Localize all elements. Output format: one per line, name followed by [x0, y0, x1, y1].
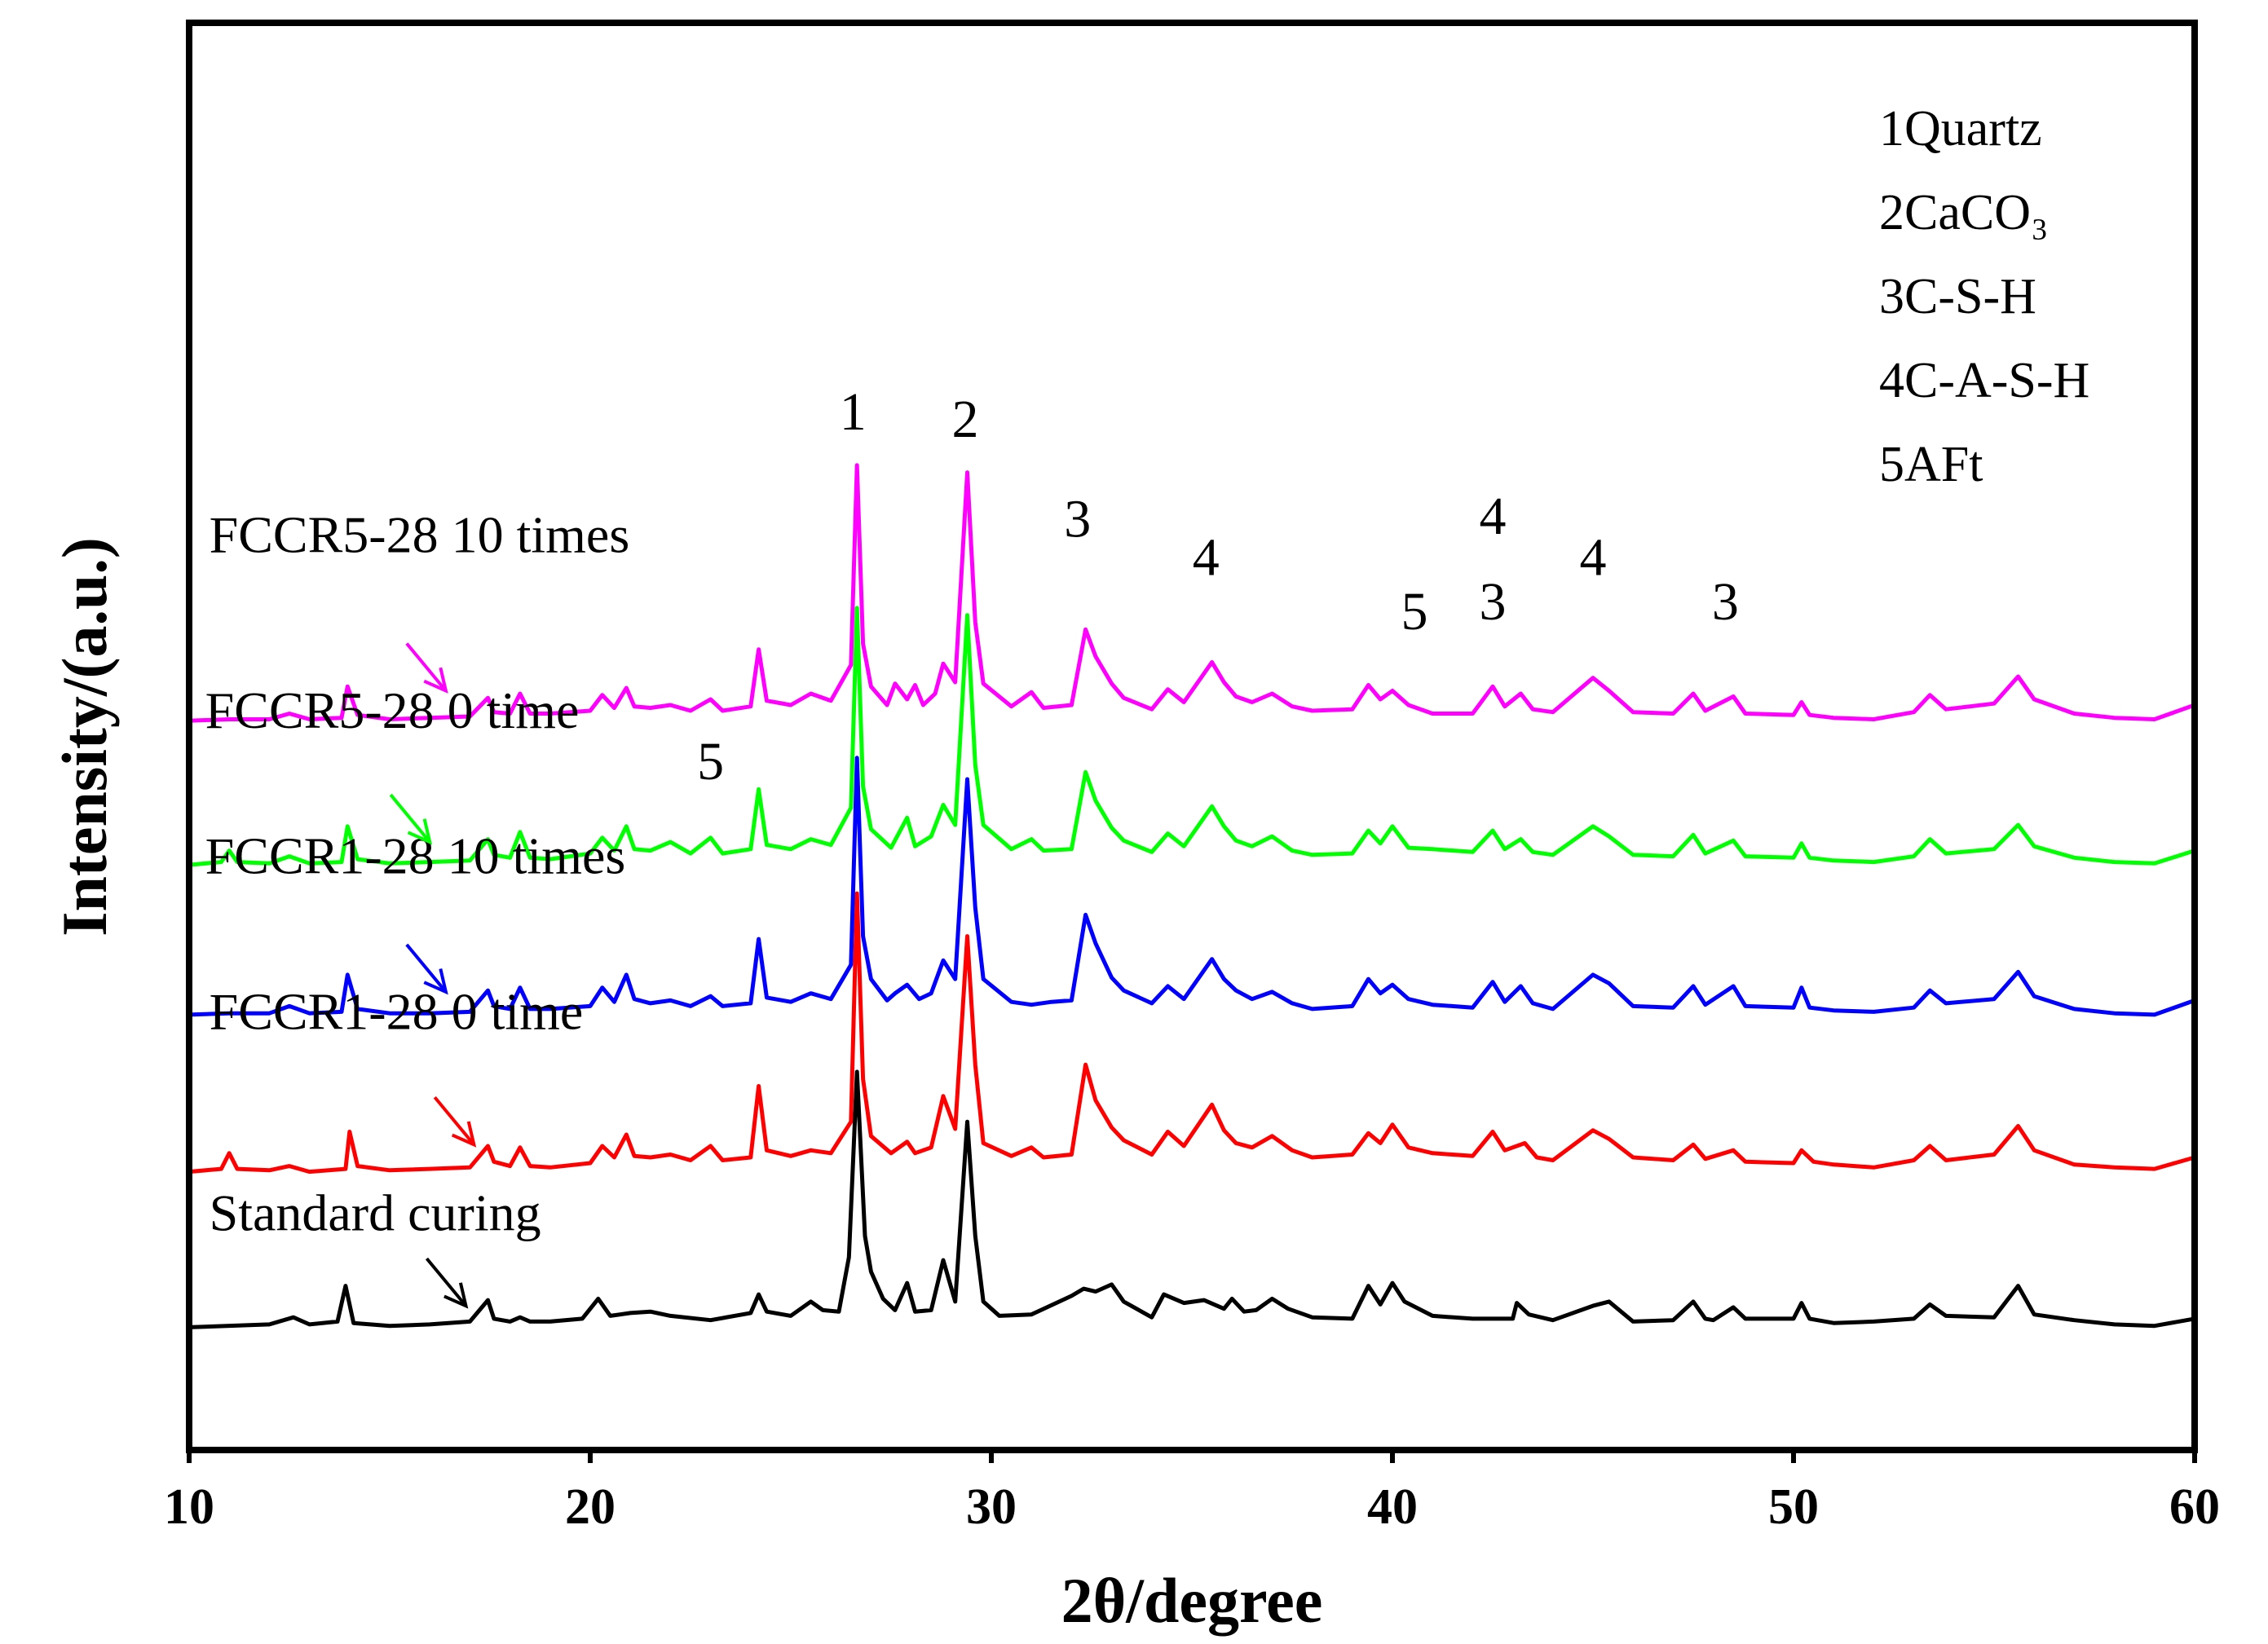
series-arrowhead-fccr5-28-10-times: [423, 667, 448, 694]
legend-item-1: 1Quartz: [1879, 101, 2042, 156]
legend-item-2: 2CaCO₃: [1879, 185, 2049, 240]
peak-label-3: 4: [1193, 528, 1220, 588]
series-arrowhead-fccr5-28-0-time: [407, 818, 433, 845]
series-arrow-fccr5-28-10-times: [405, 642, 448, 692]
series-arrow-fccr1-28-0-time: [433, 1096, 475, 1146]
series-arrowhead-standard-curing: [443, 1282, 469, 1309]
peak-label-0: 1: [840, 382, 867, 442]
x-axis: 10 20 30 40 50 60: [164, 1450, 2220, 1535]
series-line-fccr5-28-0-time: [188, 606, 2195, 867]
legend-item-3: 3C-S-H: [1879, 269, 2036, 324]
x-axis-title: 2θ/degree: [1061, 1565, 1323, 1636]
peak-label-7: 4: [1580, 528, 1607, 588]
x-tick-label-30: 30: [966, 1479, 1017, 1535]
x-tick-label-10: 10: [164, 1479, 214, 1535]
series-layer: [188, 463, 2195, 1329]
series-arrowhead-fccr1-28-0-time: [451, 1121, 477, 1148]
peak-label-9: 5: [697, 732, 724, 791]
y-axis-title: Intensity/(a.u.): [49, 537, 120, 937]
series-label-fccr5-28-10-times: FCCR5-28 10 times: [210, 506, 630, 564]
x-tick-label-50: 50: [1768, 1479, 1819, 1535]
series-line-fccr5-28-10-times: [188, 463, 2195, 723]
x-tick-label-40: 40: [1367, 1479, 1418, 1535]
x-tick-label-60: 60: [2169, 1479, 2220, 1535]
peak-label-5: 4: [1480, 487, 1507, 546]
peak-label-1: 2: [952, 390, 979, 449]
peak-label-4: 5: [1401, 582, 1428, 641]
series-label-fccr5-28-0-time: FCCR5-28 0 time: [205, 681, 580, 739]
series-arrow-fccr5-28-0-time: [389, 793, 431, 844]
series-label-standard-curing: Standard curing: [210, 1183, 541, 1241]
legend-item-5: 5AFt: [1879, 437, 1983, 492]
peak-label-8: 3: [1712, 572, 1739, 632]
legend-item-4: 4C-A-S-H: [1879, 353, 2089, 408]
peak-label-2: 3: [1064, 489, 1091, 549]
x-tick-label-20: 20: [565, 1479, 616, 1535]
plot-frame: [186, 20, 2198, 1453]
series-line-fccr1-28-0-time: [188, 891, 2195, 1175]
series-arrowhead-fccr1-28-10-times: [423, 968, 448, 995]
legend: 1Quartz 2CaCO₃ 3C-S-H 4C-A-S-H 5AFt: [1879, 101, 2089, 492]
series-arrow-fccr1-28-10-times: [405, 943, 448, 994]
series-line-fccr1-28-10-times: [188, 756, 2195, 1017]
series-arrow-standard-curing: [425, 1257, 468, 1307]
series-label-fccr1-28-0-time: FCCR1-28 0 time: [210, 982, 584, 1040]
peak-label-6: 3: [1480, 572, 1507, 632]
series-line-standard-curing: [188, 1069, 2195, 1329]
